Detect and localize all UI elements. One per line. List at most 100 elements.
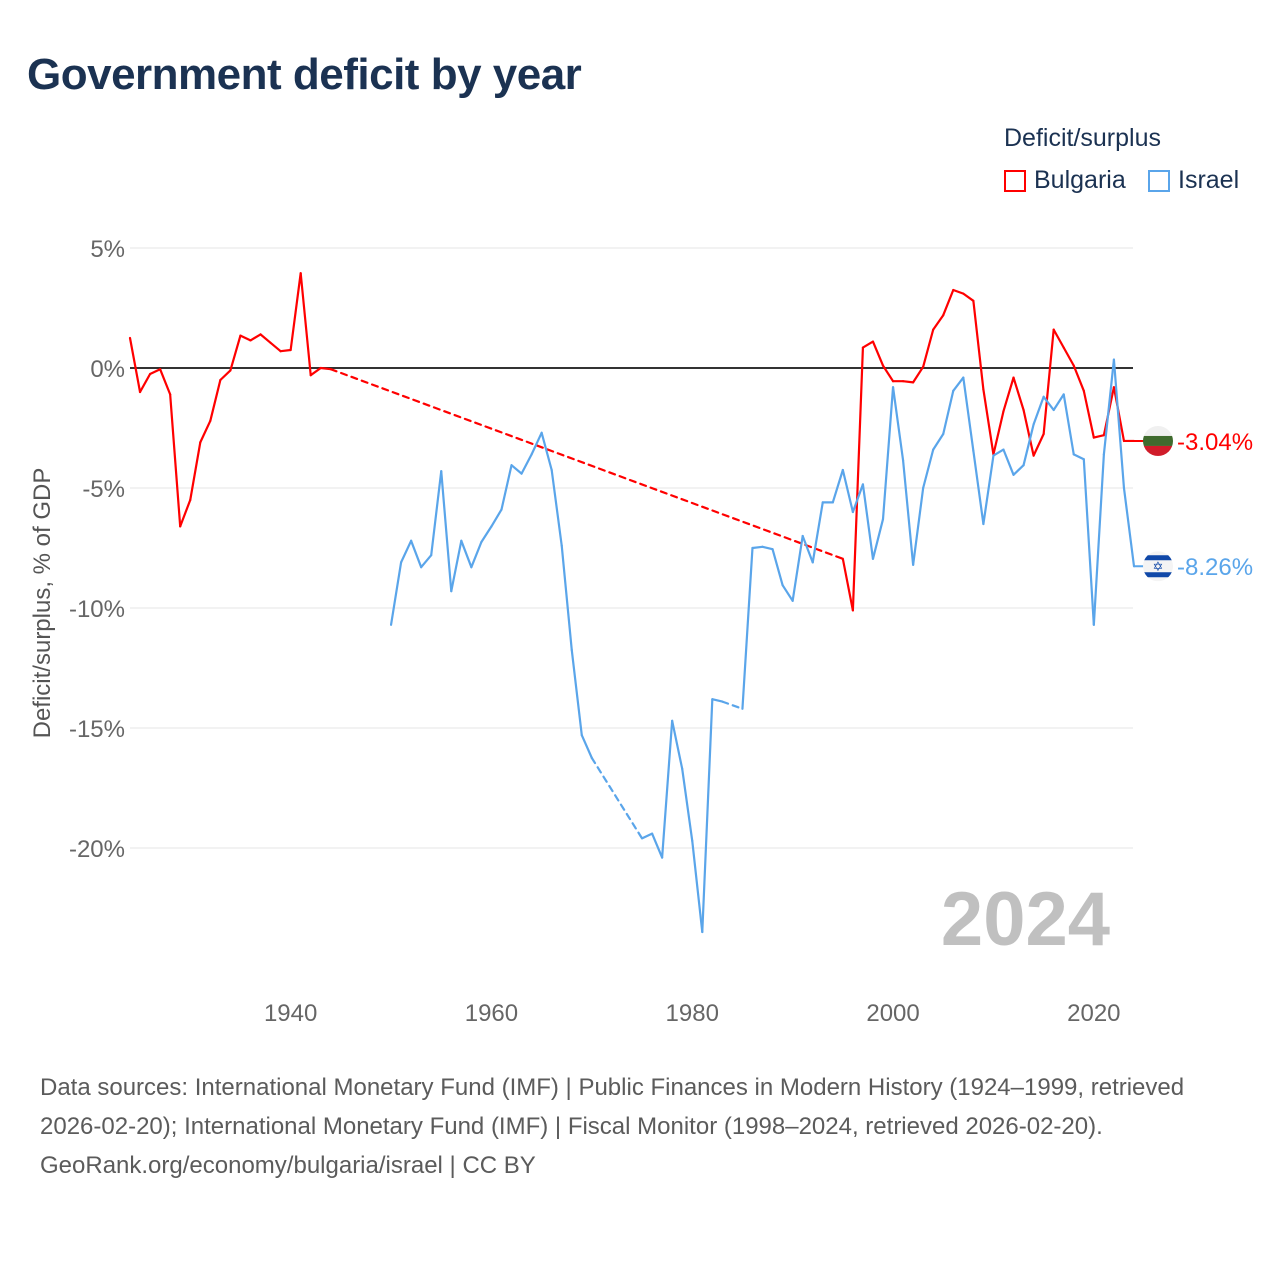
series-segment-bulgaria bbox=[229, 334, 242, 372]
data-point-israel bbox=[959, 374, 967, 382]
data-point-bulgaria bbox=[1030, 452, 1038, 460]
data-point-bulgaria bbox=[176, 522, 184, 530]
series-segment-israel bbox=[650, 832, 664, 859]
series-segment-bulgaria bbox=[881, 364, 895, 383]
data-point-israel bbox=[909, 561, 917, 569]
footer: Data sources: International Monetary Fun… bbox=[40, 1068, 1240, 1185]
data-point-israel bbox=[949, 387, 957, 395]
data-point-bulgaria bbox=[949, 286, 957, 294]
x-tick-label: 1940 bbox=[264, 1000, 317, 1027]
series-segment-bulgaria bbox=[952, 288, 965, 295]
data-point-israel bbox=[789, 597, 797, 605]
series-segment-bulgaria bbox=[138, 372, 152, 394]
data-point-israel bbox=[1010, 471, 1018, 479]
series-segment-israel bbox=[1022, 423, 1035, 467]
y-tick-label: -15% bbox=[69, 716, 125, 743]
series-segment-israel-interpolated bbox=[721, 700, 744, 710]
data-point-israel bbox=[467, 563, 475, 571]
series-segment-israel bbox=[1062, 393, 1075, 456]
series-segment-bulgaria bbox=[1062, 346, 1075, 367]
series-segment-israel bbox=[891, 386, 905, 462]
flag-stripe-top bbox=[1143, 555, 1173, 561]
series-segment-israel bbox=[430, 470, 443, 557]
data-point-israel bbox=[558, 542, 566, 550]
legend-item-bulgaria[interactable]: Bulgaria bbox=[1004, 166, 1126, 195]
data-point-israel bbox=[437, 467, 445, 475]
data-point-israel bbox=[1110, 356, 1118, 364]
data-point-bulgaria bbox=[959, 290, 967, 298]
series-segment-israel bbox=[922, 448, 935, 490]
legend-item-israel[interactable]: Israel bbox=[1148, 166, 1239, 195]
y-axis-label: Deficit/surplus, % of GDP bbox=[29, 468, 56, 739]
data-point-bulgaria bbox=[327, 365, 335, 373]
x-tick-label: 2020 bbox=[1067, 1000, 1120, 1027]
data-point-israel bbox=[638, 834, 646, 842]
series-segment-bulgaria bbox=[148, 368, 162, 376]
data-point-bulgaria bbox=[287, 346, 295, 354]
data-point-bulgaria bbox=[979, 386, 987, 394]
series-segment-israel bbox=[881, 386, 895, 521]
series-segment-israel bbox=[1092, 453, 1105, 626]
series-segment-israel bbox=[440, 470, 453, 593]
series-segment-bulgaria bbox=[871, 340, 885, 367]
series-segment-bulgaria bbox=[932, 314, 945, 331]
data-point-israel bbox=[427, 551, 435, 559]
data-point-israel bbox=[989, 452, 997, 460]
series-segment-israel bbox=[942, 389, 955, 436]
series-segment-bulgaria bbox=[259, 333, 272, 344]
data-point-israel bbox=[548, 466, 556, 474]
series-segment-bulgaria bbox=[169, 393, 182, 528]
data-point-bulgaria bbox=[1070, 362, 1078, 370]
data-point-bulgaria bbox=[1050, 326, 1058, 334]
series-segment-bulgaria bbox=[209, 378, 222, 422]
data-point-israel bbox=[1050, 406, 1058, 414]
series-segment-bulgaria bbox=[159, 368, 172, 396]
series-segment-bulgaria bbox=[1012, 376, 1025, 412]
data-point-israel bbox=[889, 383, 897, 391]
series-segment-israel bbox=[460, 539, 473, 569]
series-segment-bulgaria bbox=[289, 272, 302, 352]
data-point-israel bbox=[929, 446, 937, 454]
series-segment-israel bbox=[972, 449, 985, 526]
series-segment-israel bbox=[580, 734, 593, 760]
series-segment-bulgaria bbox=[219, 369, 232, 382]
series-segment-israel bbox=[932, 432, 945, 451]
israel-flag-icon: ✡ bbox=[1143, 551, 1173, 582]
data-point-bulgaria bbox=[859, 344, 867, 352]
data-point-bulgaria bbox=[1090, 434, 1098, 442]
data-point-israel bbox=[477, 538, 485, 546]
series-segment-israel bbox=[560, 544, 573, 652]
series-segment-israel bbox=[771, 548, 784, 587]
y-tick-label: -10% bbox=[69, 596, 125, 623]
series-segment-israel bbox=[982, 454, 995, 526]
data-sources: Data sources: International Monetary Fun… bbox=[40, 1074, 1185, 1140]
data-point-israel bbox=[1090, 621, 1098, 629]
series-segment-bulgaria bbox=[901, 380, 915, 384]
series-segment-israel bbox=[861, 483, 875, 560]
data-point-israel bbox=[869, 555, 877, 563]
series-segment-israel bbox=[871, 518, 885, 560]
data-point-bulgaria bbox=[899, 377, 907, 385]
series-segment-israel bbox=[691, 839, 704, 934]
data-point-israel bbox=[1030, 420, 1038, 428]
data-point-bulgaria bbox=[136, 388, 144, 396]
bulgaria-flag-icon bbox=[1143, 425, 1173, 456]
attribution-link[interactable]: GeoRank.org/economy/bulgaria/israel | CC… bbox=[40, 1152, 536, 1179]
series-segment-bulgaria bbox=[269, 341, 282, 353]
series-segment-israel bbox=[912, 486, 925, 566]
series-segment-bulgaria bbox=[972, 299, 985, 391]
series-segment-bulgaria bbox=[1032, 432, 1045, 457]
data-point-israel bbox=[769, 545, 777, 553]
series-segment-bulgaria bbox=[279, 348, 292, 353]
data-point-israel bbox=[538, 429, 546, 437]
end-value-label: -8.26% bbox=[1177, 554, 1253, 581]
series-segment-israel bbox=[661, 719, 674, 859]
series-segment-bulgaria bbox=[982, 388, 995, 456]
series-segment-israel bbox=[781, 584, 794, 602]
data-point-bulgaria bbox=[196, 438, 204, 446]
series-segment-israel bbox=[570, 648, 583, 737]
series-segment-israel bbox=[962, 376, 975, 452]
data-point-bulgaria bbox=[216, 376, 224, 384]
data-point-bulgaria bbox=[879, 362, 887, 370]
data-point-israel bbox=[1060, 390, 1068, 398]
